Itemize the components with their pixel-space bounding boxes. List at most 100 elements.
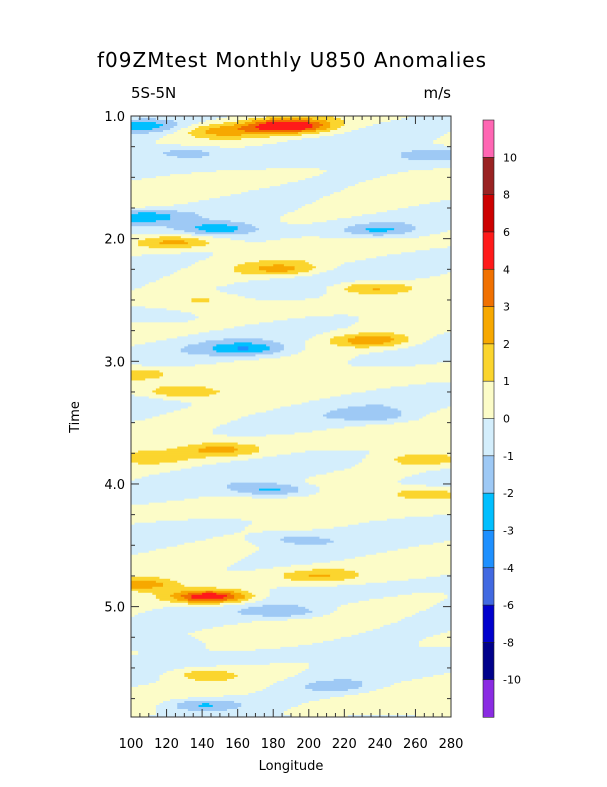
x-tick-label: 260 <box>403 737 428 752</box>
colorbar-box <box>482 194 495 233</box>
field-cell <box>237 674 295 678</box>
field-cell <box>351 324 452 327</box>
field-cell <box>152 416 242 419</box>
field-cell <box>131 572 285 576</box>
colorbar-box <box>482 604 495 643</box>
field-cell <box>369 352 452 355</box>
field-cell <box>131 176 157 179</box>
field-cell <box>198 316 306 319</box>
field-cell <box>131 328 224 331</box>
field-cell <box>365 424 452 427</box>
field-cell <box>155 520 253 524</box>
field-cell <box>390 386 452 389</box>
field-cell <box>131 264 192 267</box>
field-cell <box>330 410 402 413</box>
field-cell <box>131 444 189 447</box>
field-cell <box>397 416 423 419</box>
field-cell <box>269 590 452 594</box>
field-cell <box>131 642 207 646</box>
field-cell <box>241 518 388 522</box>
field-cell <box>404 496 452 500</box>
field-cell <box>187 406 281 409</box>
field-cell <box>251 492 288 496</box>
field-cell <box>131 488 231 492</box>
field-cell <box>131 460 178 463</box>
field-cell <box>379 626 452 630</box>
field-cell <box>287 222 313 225</box>
field-cell <box>202 628 374 632</box>
field-cell <box>212 536 246 540</box>
field-cell <box>131 596 157 600</box>
field-cell <box>159 472 327 475</box>
field-cell <box>365 582 452 586</box>
field-cell <box>262 144 445 147</box>
field-cell <box>273 682 310 686</box>
field-cell <box>131 636 196 640</box>
field-cell <box>237 598 249 602</box>
field-cell <box>305 342 331 345</box>
field-cell <box>131 580 157 584</box>
field-cell <box>141 286 217 289</box>
field-cell <box>195 226 239 229</box>
field-cell <box>255 648 452 652</box>
field-cell <box>255 444 452 447</box>
field-cell <box>436 602 452 606</box>
region-label: 5S-5N <box>131 84 176 102</box>
field-cell <box>155 220 231 223</box>
field-cell <box>131 262 196 265</box>
field-cell <box>315 130 331 133</box>
field-cell <box>159 462 217 465</box>
field-cell <box>131 610 146 614</box>
field-cell <box>397 208 452 211</box>
field-cell <box>131 180 299 183</box>
field-cell <box>202 640 324 644</box>
field-cell <box>141 178 306 181</box>
field-cell <box>131 624 224 628</box>
field-cell <box>187 242 210 245</box>
field-cell <box>131 278 160 281</box>
field-cell <box>195 630 367 634</box>
field-cell <box>447 454 452 457</box>
field-cell <box>255 226 349 229</box>
field-cell <box>440 574 452 578</box>
field-cell <box>230 220 281 223</box>
field-cell <box>131 208 299 211</box>
field-cell <box>365 554 452 558</box>
field-cell <box>291 404 367 407</box>
field-cell <box>362 460 399 463</box>
field-cell <box>376 388 452 391</box>
field-cell <box>131 658 452 662</box>
field-cell <box>131 480 306 484</box>
field-cell <box>330 194 452 197</box>
field-cell <box>347 688 377 692</box>
field-cell <box>205 538 246 542</box>
field-cell <box>244 324 352 327</box>
field-cell <box>447 630 452 634</box>
field-cell <box>397 408 441 411</box>
field-cell <box>397 348 452 351</box>
field-cell <box>191 670 228 674</box>
field-cell <box>312 202 431 205</box>
field-cell <box>131 306 146 309</box>
field-cell <box>205 446 235 449</box>
field-cell <box>266 686 306 690</box>
field-cell <box>273 320 359 323</box>
field-cell <box>131 360 235 363</box>
field-cell <box>131 294 239 297</box>
field-cell <box>227 434 267 437</box>
field-cell <box>131 694 224 698</box>
field-cell <box>326 170 409 173</box>
field-cell <box>330 538 452 542</box>
field-cell <box>198 214 285 217</box>
field-cell <box>159 414 249 417</box>
field-cell <box>251 542 295 546</box>
field-cell <box>131 548 157 552</box>
field-cell <box>138 244 207 247</box>
field-cell <box>131 196 221 199</box>
field-cell <box>319 236 420 239</box>
field-cell <box>266 596 384 600</box>
field-cell <box>216 586 278 590</box>
field-cell <box>166 394 210 397</box>
field-cell <box>131 524 249 528</box>
field-cell <box>131 202 189 205</box>
